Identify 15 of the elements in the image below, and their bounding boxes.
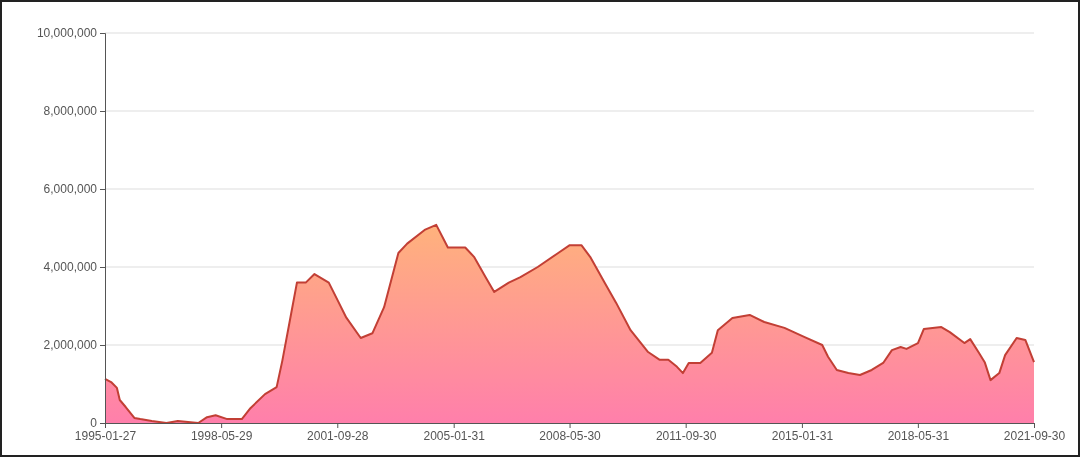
- y-tick-label: 10,000,000: [36, 26, 98, 41]
- x-tick-label: 2001-09-28: [307, 428, 369, 443]
- y-tick-label: 4,000,000: [43, 260, 98, 275]
- x-tick-label: 1995-01-27: [74, 428, 137, 443]
- x-tick-label: 2005-01-31: [423, 428, 486, 443]
- x-tick-label: 2021-09-30: [1003, 428, 1066, 443]
- y-tick-label: 8,000,000: [43, 104, 98, 119]
- x-tick-label: 2018-05-31: [887, 428, 950, 443]
- x-tick-label: 2011-09-30: [655, 428, 717, 443]
- x-tick-label: 2008-05-30: [539, 428, 602, 443]
- y-tick-label: 6,000,000: [43, 182, 98, 197]
- y-tick-label: 0: [90, 416, 98, 431]
- x-tick-label: 1998-05-29: [190, 428, 253, 443]
- y-tick-label: 2,000,000: [43, 338, 98, 353]
- x-tick-label: 2015-01-31: [771, 428, 834, 443]
